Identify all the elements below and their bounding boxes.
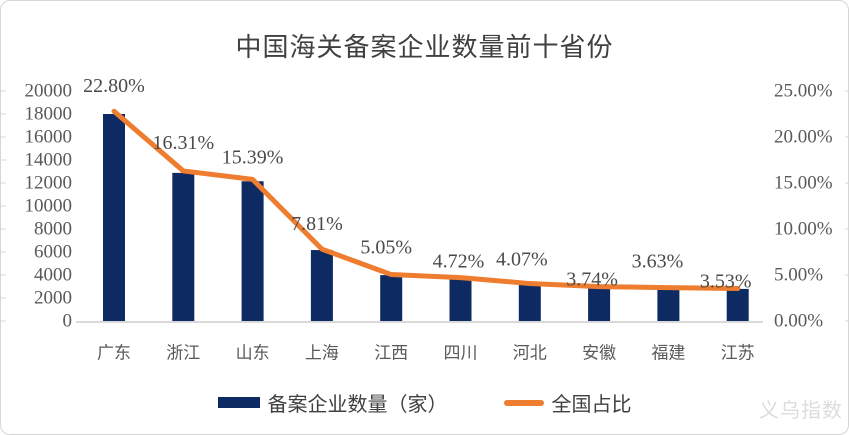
y2-axis-tick-label: 15.00% [774, 173, 833, 194]
pct-data-label: 7.81% [291, 213, 343, 235]
y2-axis-tick-label: 10.00% [774, 219, 833, 240]
share-trend-line [111, 108, 741, 292]
bar-series-swatch-icon [217, 397, 260, 408]
legend-item-bar-series: 备案企业数量（家） [217, 388, 448, 417]
y-axis-tick-label: 8000 [34, 219, 72, 240]
y-axis-tick-label: 14000 [25, 150, 73, 171]
pct-data-label: 5.05% [360, 237, 412, 259]
legend-line-label: 全国占比 [551, 394, 632, 416]
y-axis-tick-label: 2000 [34, 288, 72, 309]
line-series-swatch-icon [503, 399, 544, 406]
bar-河北 [518, 284, 541, 321]
pct-data-label: 4.72% [433, 251, 485, 273]
x-axis-label-浙江: 浙江 [166, 344, 200, 363]
x-axis-label-福建: 福建 [651, 344, 685, 363]
pct-data-label: 15.39% [222, 146, 284, 168]
bar-江西 [380, 275, 403, 321]
legend-item-line-series: 全国占比 [503, 388, 632, 417]
pct-data-label: 22.80% [83, 75, 145, 97]
y-axis-tick-label: 6000 [34, 242, 72, 263]
watermark: 义乌指数 [759, 400, 843, 422]
chart-title: 中国海关备案企业数量前十省份 [235, 33, 614, 62]
bar-上海 [310, 250, 333, 321]
x-axis-label-山东: 山东 [236, 344, 270, 363]
y-axis-tick-label: 20000 [25, 81, 73, 102]
bar-安徽 [588, 287, 611, 321]
y2-axis-tick-label: 20.00% [774, 127, 833, 148]
pct-data-label: 3.63% [632, 251, 684, 273]
x-axis-label-四川: 四川 [444, 344, 478, 363]
y2-axis-tick-label: 5.00% [774, 265, 823, 286]
y-axis-tick-label: 16000 [25, 127, 73, 148]
y2-axis-tick-label: 0.00% [774, 311, 823, 332]
legend: 备案企业数量（家） 全国占比 [1, 388, 848, 417]
x-axis-label-安徽: 安徽 [582, 344, 616, 363]
legend-bar-label: 备案企业数量（家） [267, 394, 448, 416]
y-axis-tick-label: 4000 [34, 265, 72, 286]
x-axis-label-河北: 河北 [513, 344, 547, 363]
bar-福建 [657, 287, 680, 321]
y-axis-tick-label: 0 [63, 311, 73, 332]
x-axis-label-江苏: 江苏 [721, 344, 755, 363]
y-axis-tick-label: 10000 [25, 196, 73, 217]
bar-广东 [103, 114, 125, 321]
x-axis-label-江西: 江西 [374, 344, 408, 363]
pct-data-label: 3.53% [700, 271, 752, 293]
bar-山东 [241, 181, 264, 321]
bar-四川 [449, 278, 472, 321]
y-axis-tick-label: 18000 [25, 104, 73, 125]
y2-axis-tick-label: 25.00% [774, 81, 833, 102]
pct-data-label: 16.31% [152, 132, 214, 154]
pct-data-label: 4.07% [496, 249, 548, 271]
x-axis-label-上海: 上海 [305, 344, 339, 363]
y-axis-tick-label: 12000 [25, 173, 73, 194]
bar-浙江 [172, 172, 195, 321]
x-axis-label-广东: 广东 [97, 344, 131, 363]
pct-data-label: 3.74% [566, 269, 618, 291]
bar-江苏 [726, 288, 749, 321]
